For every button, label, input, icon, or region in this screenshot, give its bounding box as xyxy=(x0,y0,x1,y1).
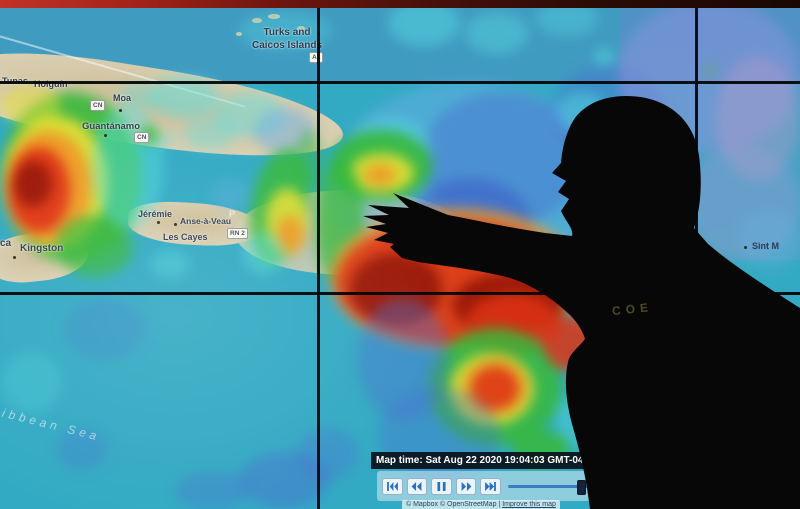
fast-forward-button[interactable] xyxy=(455,477,477,495)
small-island-2 xyxy=(236,32,242,36)
map-label-kingston: Kingston xyxy=(20,243,64,254)
jeremie-dot-marker xyxy=(157,221,160,224)
improve-map-link[interactable]: Improve this map xyxy=(502,501,556,508)
anse-a-veau-dot-marker xyxy=(174,223,177,226)
map-label-sint-m: Sint M xyxy=(752,241,779,251)
map-label-jamaica-partial: ca xyxy=(0,238,12,249)
pause-icon xyxy=(437,481,446,491)
kingston-dot-marker xyxy=(13,256,16,259)
map-attribution: © Mapbox © OpenStreetMap | Improve this … xyxy=(402,500,560,509)
turks-island xyxy=(252,18,262,23)
map-label-guantanamo: Guantánamo xyxy=(82,121,141,132)
road-shield-a1: A1 xyxy=(309,52,324,63)
map-label-holguin: Holguín xyxy=(34,79,68,89)
rewind-icon xyxy=(411,481,422,491)
time-slider[interactable] xyxy=(507,479,594,495)
playback-controls: 1x xyxy=(377,471,617,501)
caicos-island xyxy=(268,14,280,19)
skip-end-icon xyxy=(485,481,496,491)
time-slider-handle[interactable] xyxy=(576,479,586,495)
guantanamo-dot-marker xyxy=(104,134,107,137)
map-label-jeremie: Jérémie xyxy=(138,209,173,219)
map-label-turks-line2: Caicos Islands xyxy=(251,40,323,51)
road-shield-cn-1: CN xyxy=(90,100,106,111)
skip-start-icon xyxy=(386,481,398,491)
time-slider-track[interactable] xyxy=(507,484,594,488)
skip-end-button[interactable] xyxy=(480,477,501,495)
screen-bezel-horizontal-1 xyxy=(0,81,800,84)
screen-bezel-horizontal-2 xyxy=(0,292,800,295)
wall-edge xyxy=(0,0,800,8)
moa-dot-marker xyxy=(119,109,122,112)
road-shield-cn-2: CN xyxy=(134,132,150,143)
map-label-port-partial: P xyxy=(229,209,236,219)
map-label-turks-line1: Turks and xyxy=(263,27,311,38)
skip-start-button[interactable] xyxy=(382,477,403,495)
map-label-les-cayes: Les Cayes xyxy=(163,232,208,242)
small-island-1 xyxy=(297,26,305,31)
screen-bezel-vertical-1 xyxy=(317,8,320,509)
fast-forward-icon xyxy=(461,481,471,491)
map-label-moa: Moa xyxy=(113,93,131,103)
road-shield-rn2: RN 2 xyxy=(227,228,248,239)
pause-button[interactable] xyxy=(431,477,452,495)
rewind-button[interactable] xyxy=(406,477,428,495)
attribution-text: © Mapbox © OpenStreetMap | xyxy=(406,501,503,508)
sint-m-dot-marker xyxy=(744,246,747,249)
map-label-anse-a-veau: Anse-à-Veau xyxy=(180,216,232,226)
